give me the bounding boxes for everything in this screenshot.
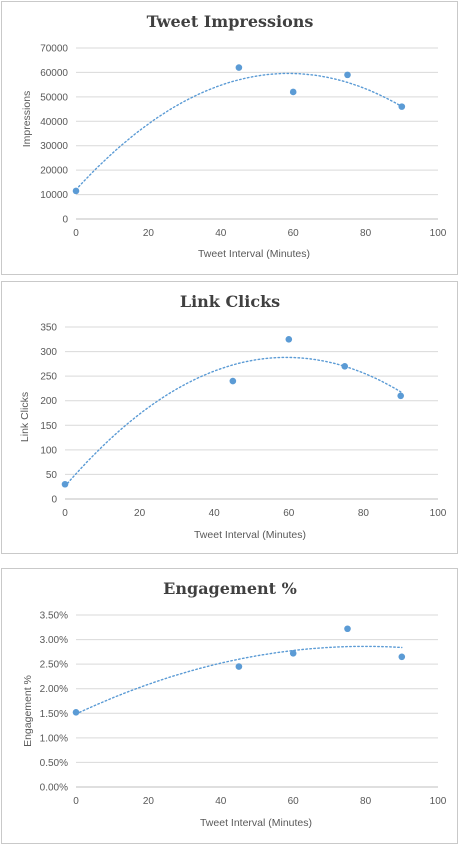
x-tick-label: 100 [430,796,447,807]
x-tick-label: 60 [283,508,295,519]
chart-panel-impressions: Tweet Impressions 0 10000 20000 30000 40000 5… [1,1,458,275]
x-tick-label: 100 [430,508,447,519]
data-point [72,709,80,716]
data-point [397,392,405,400]
chart-svg-engagement: Engagement % 0.00% 0.50% 1.00% 1.50% 2.00% 2.… [22,579,447,829]
x-axis-label: Tweet Interval (Minutes) [194,529,306,541]
y-tick-label: 60000 [40,68,68,79]
x-tick-label: 60 [288,228,300,239]
y-tick-label: 3.00% [40,635,68,646]
x-axis-label: Tweet Interval (Minutes) [198,248,310,260]
y-tick-label: 150 [40,421,57,432]
x-tick-label: 20 [143,228,155,239]
data-point [289,650,297,657]
x-tick-label: 100 [430,228,447,239]
x-tick-label: 40 [215,228,227,239]
chart-title: Link Clicks [180,292,280,311]
y-tick-label: 350 [40,323,57,334]
y-tick-label: 3.50% [40,611,68,622]
x-tick-label: 80 [360,796,372,807]
trendline [75,645,403,715]
y-axis-label: Impressions [21,91,33,148]
y-tick-label: 0.50% [40,758,68,769]
y-tick-label: 1.50% [40,709,68,720]
data-point [285,335,293,343]
y-tick-label: 0.00% [40,783,68,794]
x-tick-label: 20 [143,796,155,807]
chart-title: Engagement % [163,579,297,598]
x-tick-label: 80 [358,508,370,519]
x-tick-label: 80 [360,228,372,239]
y-tick-label: 70000 [40,44,68,55]
trendline [64,356,402,487]
data-point [398,653,406,661]
y-tick-label: 30000 [40,141,68,152]
data-point [235,663,243,670]
y-tick-label: 200 [40,396,57,407]
x-axis-label: Tweet Interval (Minutes) [200,817,312,829]
y-tick-label: 0 [62,215,68,226]
data-point [229,377,237,385]
y-tick-label: 300 [40,347,57,358]
chart-panel-link-clicks: Link Clicks 0 50 100 150 200 250 300 350 0 20 40 60… [1,281,458,554]
y-tick-label: 100 [40,445,57,456]
y-axis-label: Link Clicks [19,392,31,442]
x-tick-label: 40 [209,508,221,519]
x-tick-label: 0 [73,796,79,807]
data-point [289,88,297,96]
y-tick-label: 0 [51,495,57,506]
y-tick-label: 2.00% [40,684,68,695]
chart-panel-engagement: Engagement % 0.00% 0.50% 1.00% 1.50% 2.00% 2.… [1,568,458,844]
y-tick-label: 10000 [40,190,68,201]
chart-svg-impressions: Tweet Impressions 0 10000 20000 30000 40000 5… [21,12,447,260]
y-tick-label: 50 [46,470,58,481]
chart-svg-link-clicks: Link Clicks 0 50 100 150 200 250 300 350 0 20 40 60… [19,292,447,541]
x-tick-label: 40 [215,796,227,807]
trendline [75,72,403,191]
x-tick-label: 0 [73,228,79,239]
data-point [344,71,351,79]
y-tick-label: 1.00% [40,733,68,744]
y-tick-label: 40000 [40,117,68,128]
y-tick-label: 250 [40,372,57,383]
data-point [235,64,243,71]
data-point [398,103,406,110]
y-axis-label: Engagement % [22,675,34,747]
data-point [72,187,80,195]
x-tick-label: 0 [62,508,68,519]
x-tick-label: 20 [134,508,146,519]
x-tick-label: 60 [288,796,300,807]
y-tick-label: 50000 [40,92,68,103]
chart-title: Tweet Impressions [147,12,314,31]
y-tick-label: 20000 [40,166,68,177]
data-point [344,625,351,633]
data-point [61,480,69,488]
y-tick-label: 2.50% [40,660,68,671]
data-point [341,363,349,370]
